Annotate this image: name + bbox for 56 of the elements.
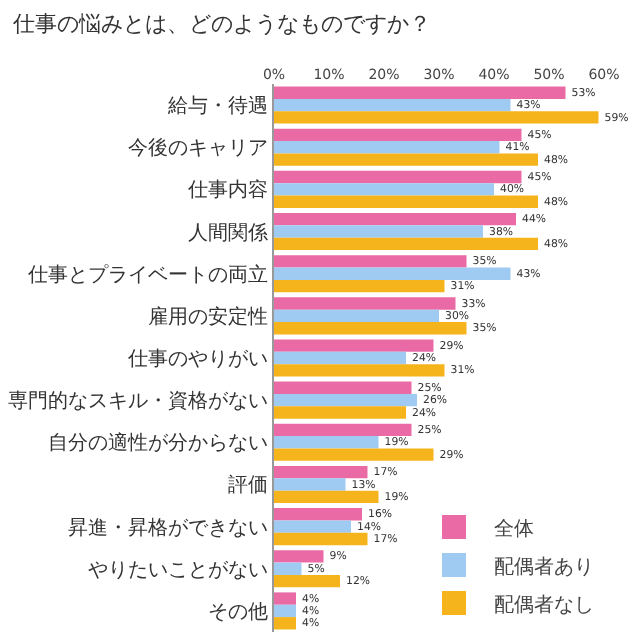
bar — [274, 86, 566, 99]
bar — [274, 562, 302, 575]
bar — [274, 351, 406, 365]
bar — [274, 153, 538, 166]
bar — [274, 490, 379, 503]
y-tick-label: 今後のキャリア — [128, 136, 268, 161]
legend-label: 全体 — [494, 516, 534, 541]
bar — [274, 448, 434, 461]
legend-label: 配偶者あり — [494, 554, 594, 579]
bar — [274, 141, 500, 154]
y-tick-label: 仕事内容 — [188, 178, 268, 203]
bar — [274, 364, 445, 377]
bar — [274, 604, 296, 618]
bar — [274, 465, 368, 479]
bar — [274, 339, 434, 352]
y-tick-label: 人間関係 — [188, 220, 268, 245]
bar — [274, 267, 511, 280]
bar — [274, 381, 412, 394]
bar — [274, 128, 522, 142]
y-tick-label: その他 — [208, 599, 268, 624]
bar — [274, 574, 340, 588]
bar — [274, 478, 346, 491]
bar — [274, 255, 467, 268]
bar — [274, 225, 483, 238]
chart-title: 仕事の悩みとは、どのようなものですか？ — [12, 11, 431, 38]
y-tick-label: 雇用の安定性 — [148, 304, 268, 329]
y-tick-label: 仕事とプライベートの両立 — [28, 262, 268, 287]
bar — [274, 237, 538, 251]
bar — [274, 393, 417, 407]
bar — [274, 98, 511, 112]
bar — [274, 170, 522, 184]
bar — [274, 322, 467, 335]
y-tick-label: 評価 — [228, 473, 268, 498]
bar — [274, 423, 412, 437]
legend-label: 配偶者なし — [494, 592, 594, 617]
y-tick-label: 給与・待遇 — [166, 94, 268, 119]
bar — [274, 183, 494, 196]
bar — [274, 297, 456, 310]
bar — [274, 592, 296, 605]
bar — [274, 550, 324, 563]
y-tick-label: 専門的なスキル・資格がない — [8, 389, 268, 414]
bar — [274, 213, 516, 226]
bar — [274, 436, 379, 449]
bar — [274, 532, 368, 546]
bar — [274, 111, 599, 124]
y-tick-label: 自分の適性が分からない — [48, 431, 268, 456]
y-tick-label: やりたいことがない — [88, 559, 268, 582]
bar — [274, 508, 362, 521]
bar — [274, 195, 538, 208]
y-tick-label: 昇進・昇格ができない — [68, 515, 268, 540]
bar — [274, 406, 406, 419]
bar — [274, 279, 445, 293]
y-tick-label: 仕事のやりがい — [128, 347, 268, 371]
bar — [274, 520, 351, 533]
bar — [274, 309, 439, 323]
bar — [274, 617, 296, 630]
